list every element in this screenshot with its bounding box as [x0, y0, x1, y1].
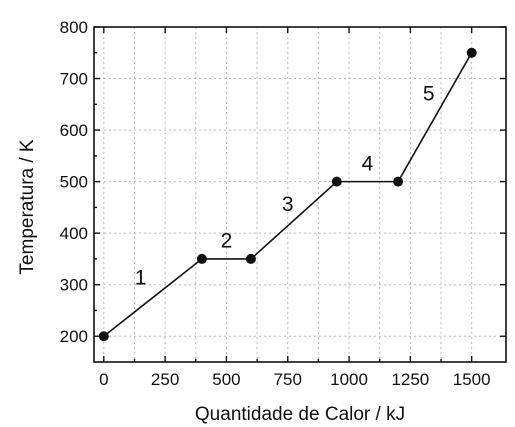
data-point — [245, 253, 256, 264]
tick-layer: 0 250 500 750 1000 1250 1500 200 300 400 500 600 700… — [60, 18, 506, 389]
y-tick-label: 700 — [60, 70, 88, 89]
data-point — [196, 253, 207, 264]
data-point — [98, 331, 109, 342]
y-axis-title: Temperatura / K — [17, 139, 38, 274]
y-tick-label: 200 — [60, 327, 88, 346]
segment-label: 3 — [282, 193, 294, 216]
x-tick-label: 250 — [151, 370, 179, 389]
data-point — [331, 176, 342, 187]
series-line — [103, 52, 473, 337]
y-tick-label: 500 — [60, 173, 88, 192]
segment-label: 4 — [362, 152, 374, 175]
plot-frame-layer — [93, 26, 507, 363]
y-tick-label: 800 — [60, 18, 88, 37]
x-tick-label: 0 — [99, 370, 108, 389]
x-tick-label: 750 — [274, 370, 302, 389]
y-tick-label: 300 — [60, 276, 88, 295]
x-axis-title: Quantidade de Calor / kJ — [195, 404, 405, 425]
x-tick-label: 1000 — [330, 370, 368, 389]
x-tick-label: 1500 — [453, 370, 491, 389]
annotation-layer: 1 2 3 4 5 — [135, 83, 435, 290]
segment-label: 1 — [135, 267, 147, 290]
segment-label: 2 — [221, 230, 233, 253]
plot-frame — [93, 26, 507, 363]
data-point — [466, 47, 477, 58]
x-tick-label: 1250 — [391, 370, 429, 389]
x-tick-label: 500 — [212, 370, 240, 389]
grid-layer — [94, 26, 506, 362]
data-point — [393, 176, 404, 187]
y-tick-label: 400 — [60, 224, 88, 243]
series-layer — [98, 47, 477, 342]
segment-label: 5 — [423, 83, 435, 106]
y-tick-label: 600 — [60, 121, 88, 140]
